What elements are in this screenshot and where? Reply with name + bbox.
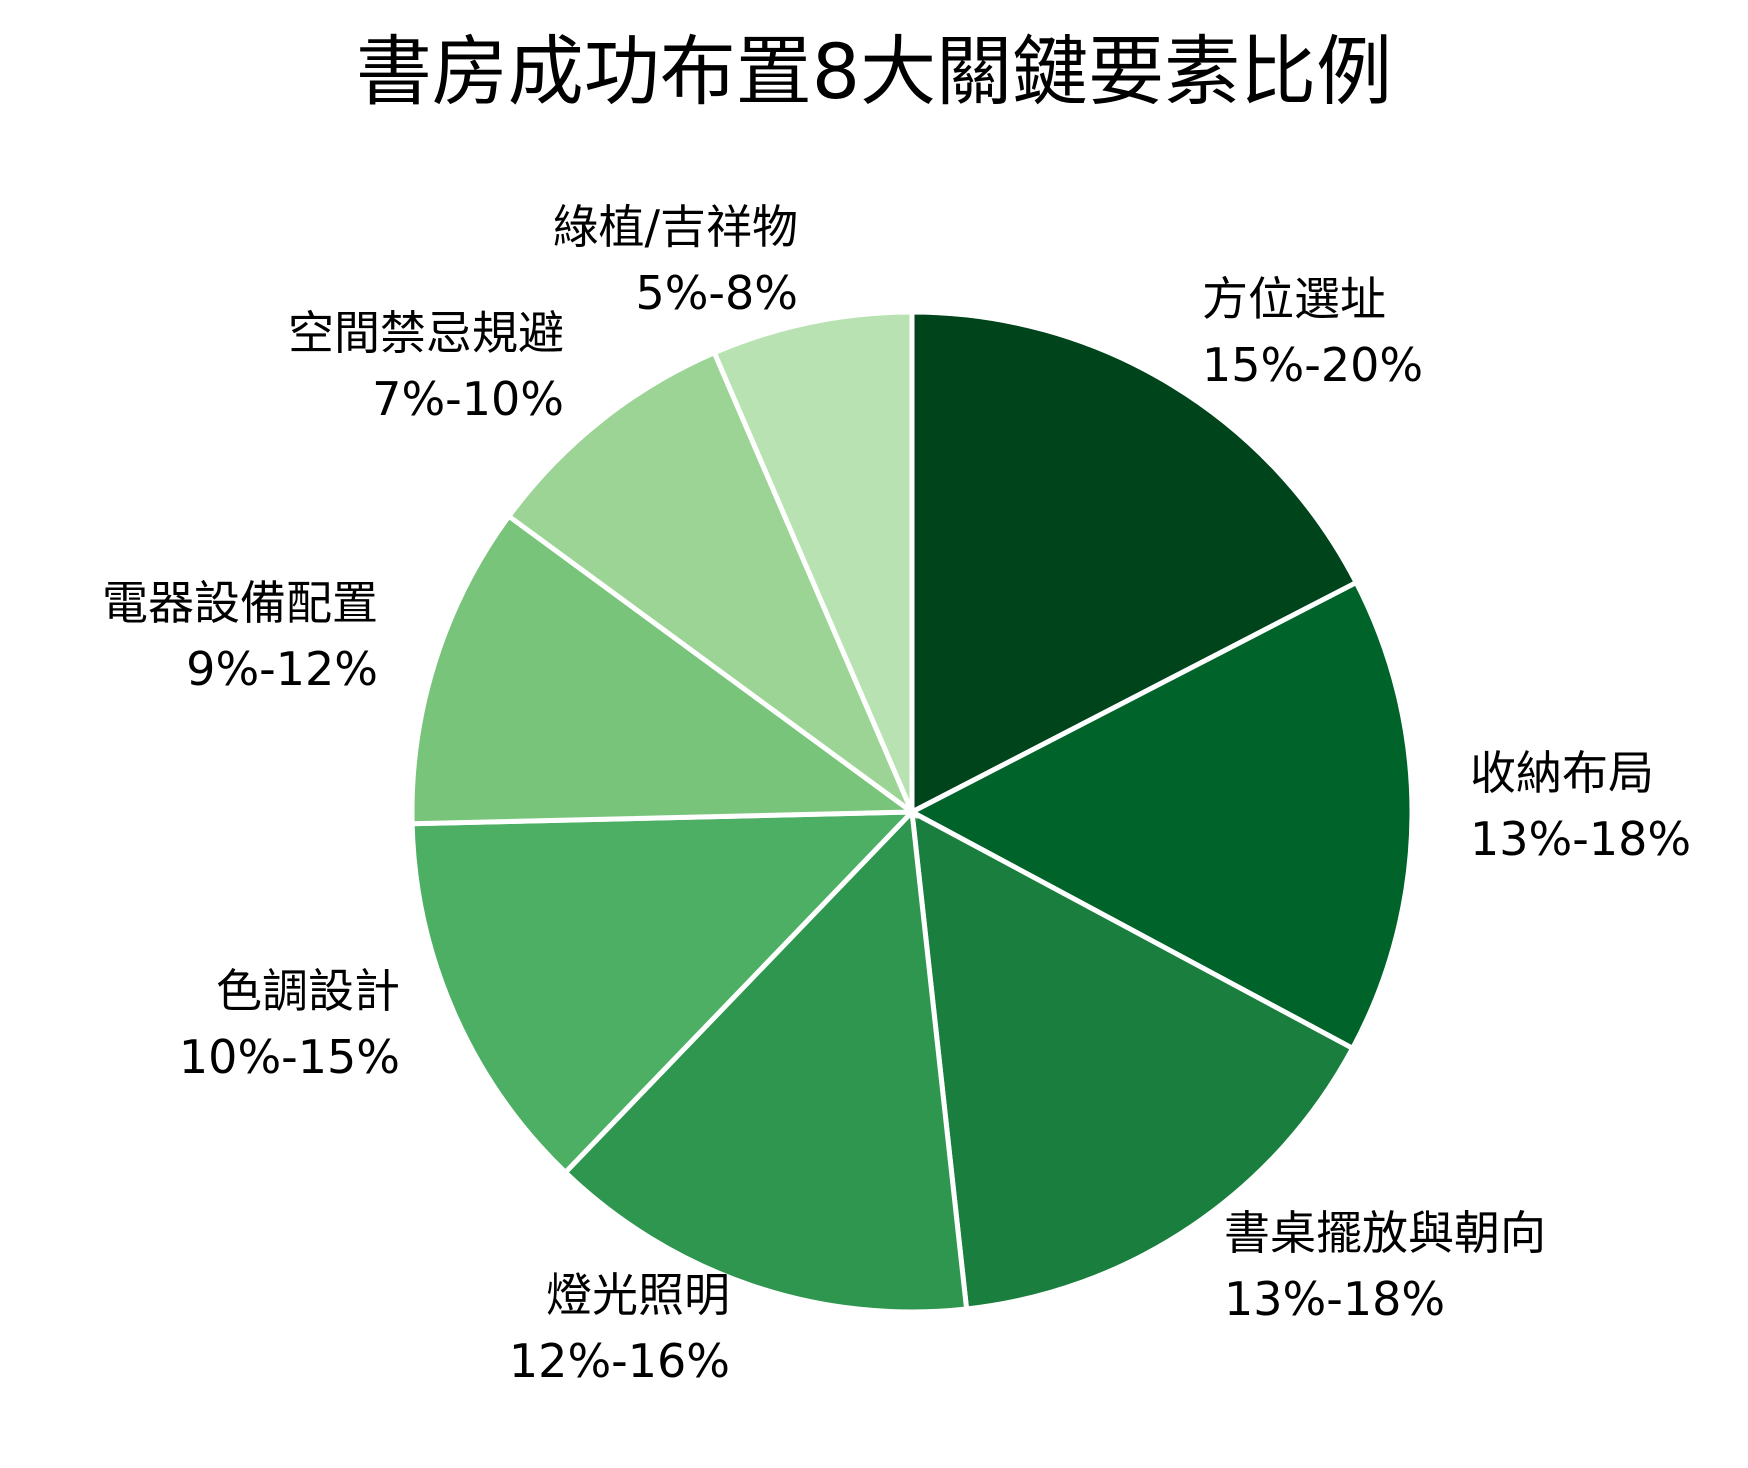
label-lighting: 燈光照明 12%-16% xyxy=(509,1262,730,1394)
label-name: 書桌擺放與朝向 xyxy=(1224,1206,1546,1260)
label-name: 方位選址 xyxy=(1202,272,1386,326)
chart-title: 書房成功布置8大關鍵要素比例 xyxy=(355,27,1393,116)
label-appliances: 電器設備配置 9%-12% xyxy=(102,570,378,702)
label-range: 5%-8% xyxy=(635,266,798,320)
pie-slice xyxy=(906,579,1415,1052)
label-taboo: 空間禁忌規避 7%-10% xyxy=(288,300,564,432)
label-orientation: 方位選址 15%-20% xyxy=(1202,266,1423,398)
label-storage: 收納布局 13%-18% xyxy=(1470,740,1691,872)
label-name: 綠植/吉祥物 xyxy=(552,200,799,254)
pie-slice xyxy=(561,806,970,1315)
label-range: 9%-12% xyxy=(186,642,378,696)
label-name: 燈光照明 xyxy=(546,1268,730,1322)
label-name: 電器設備配置 xyxy=(102,576,378,630)
label-range: 10%-15% xyxy=(178,1030,400,1084)
label-range: 13%-18% xyxy=(1224,1272,1446,1326)
label-range: 15%-20% xyxy=(1202,338,1424,392)
label-desk: 書桌擺放與朝向 13%-18% xyxy=(1224,1200,1546,1332)
pie-slice xyxy=(409,512,920,827)
pie-slice xyxy=(505,349,918,820)
label-range: 12%-16% xyxy=(508,1334,730,1388)
label-plants: 綠植/吉祥物 5%-8% xyxy=(553,194,799,326)
label-name: 空間禁忌規避 xyxy=(288,306,564,360)
pie-slice xyxy=(409,809,919,1176)
pie-slice xyxy=(711,309,915,813)
label-name: 色調設計 xyxy=(216,964,400,1018)
label-color: 色調設計 10%-15% xyxy=(179,958,400,1090)
pie-slice xyxy=(908,807,1356,1312)
label-range: 7%-10% xyxy=(372,372,564,426)
label-name: 收納布局 xyxy=(1470,746,1654,800)
pie-slice xyxy=(909,309,1360,817)
label-range: 13%-18% xyxy=(1470,812,1692,866)
